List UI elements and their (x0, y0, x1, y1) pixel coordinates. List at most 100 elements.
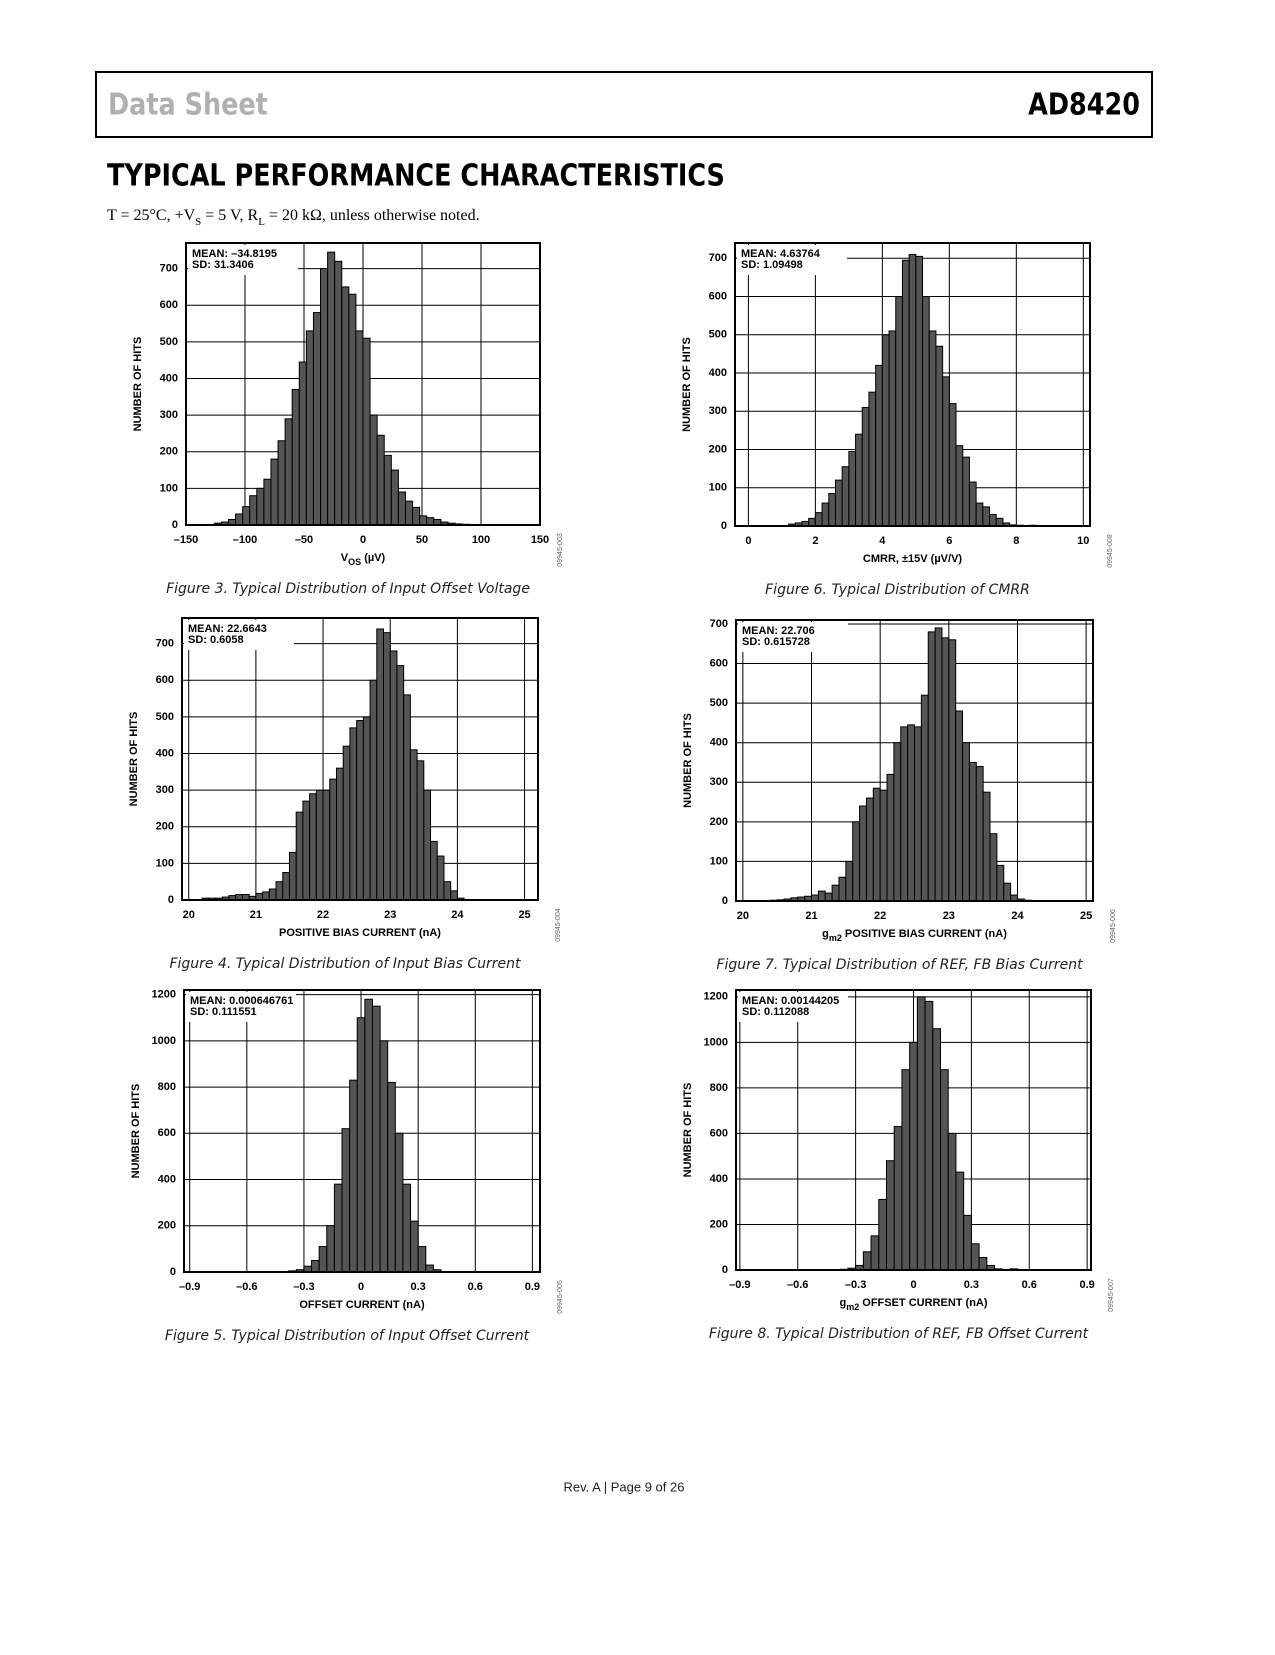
figure-caption: Figure 4. Typical Distribution of Input … (169, 956, 521, 972)
bar (420, 516, 427, 525)
x-tick-label: 0 (360, 534, 366, 546)
x-tick-label: 50 (416, 534, 428, 546)
bar (869, 392, 876, 526)
bar (350, 728, 357, 900)
bar (809, 518, 816, 526)
bar (285, 419, 292, 525)
bar (403, 1184, 411, 1272)
bar (427, 518, 434, 525)
bar (990, 834, 997, 901)
x-tick-label: 150 (531, 534, 549, 546)
y-tick-label: 700 (710, 618, 728, 630)
header-right: AD8420 (1028, 87, 1140, 123)
bar (915, 727, 922, 901)
bar (929, 331, 936, 526)
bar (278, 441, 285, 525)
bar (398, 492, 405, 525)
section-title: TYPICAL PERFORMANCE CHARACTERISTICS (107, 158, 725, 194)
bar (860, 806, 867, 901)
bar (303, 801, 310, 900)
figure-caption: Figure 5. Typical Distribution of Input … (165, 1328, 530, 1344)
y-tick-label: 1000 (152, 1035, 176, 1047)
x-axis-label: OFFSET CURRENT (nA) (299, 1299, 425, 1311)
y-tick-label: 200 (160, 446, 178, 458)
y-tick-label: 600 (710, 657, 728, 669)
bar (380, 1041, 388, 1272)
x-tick-label: 25 (518, 909, 530, 921)
bar (411, 1221, 419, 1272)
y-tick-label: 400 (160, 372, 178, 384)
bar (832, 885, 839, 901)
bar (909, 254, 916, 526)
text-part: OFFSET CURRENT (nA) (859, 1297, 988, 1309)
bar (925, 1001, 933, 1270)
x-axis-label: POSITIVE BIAS CURRENT (nA) (279, 927, 441, 939)
figure-code: 09945-005 (557, 1280, 564, 1314)
bar (835, 480, 842, 526)
bar (336, 768, 343, 900)
y-tick-label: 500 (709, 329, 727, 341)
x-tick-label: 23 (943, 910, 955, 922)
x-axis-label: gm2 POSITIVE BIAS CURRENT (nA) (822, 928, 1007, 943)
bar (873, 788, 880, 901)
bar (377, 629, 384, 900)
bar (377, 435, 384, 525)
bar (876, 365, 883, 526)
bar (363, 338, 370, 525)
bar (839, 877, 846, 901)
y-tick-label: 0 (170, 1266, 176, 1278)
y-tick-label: 100 (156, 857, 174, 869)
bar (880, 790, 887, 901)
x-tick-label: 6 (946, 535, 952, 547)
text-part: g (839, 1297, 846, 1309)
y-tick-label: 200 (158, 1220, 176, 1232)
bar (313, 313, 320, 525)
bar (979, 1257, 987, 1270)
x-tick-label: 21 (805, 910, 817, 922)
bar (417, 761, 424, 900)
x-tick-label: 20 (737, 910, 749, 922)
x-tick-label: 0.9 (525, 1281, 540, 1293)
y-tick-label: 600 (160, 299, 178, 311)
bar (264, 479, 271, 525)
x-tick-label: –150 (174, 534, 198, 546)
bar (388, 1082, 396, 1272)
y-axis-label: NUMBER OF HITS (681, 337, 693, 432)
y-axis-label: NUMBER OF HITS (130, 1084, 142, 1179)
y-tick-label: 1000 (704, 1036, 728, 1048)
bar (276, 882, 283, 900)
x-tick-label: 20 (183, 909, 195, 921)
y-tick-label: 600 (710, 1127, 728, 1139)
bar (335, 261, 342, 525)
x-tick-label: –0.6 (787, 1279, 808, 1291)
y-tick-label: 400 (710, 1173, 728, 1185)
y-axis-label: NUMBER OF HITS (682, 1083, 694, 1178)
bar (983, 792, 990, 901)
bar (928, 632, 935, 901)
bar (431, 841, 438, 900)
bar (390, 651, 397, 900)
y-tick-label: 400 (710, 737, 728, 749)
bar (963, 743, 970, 901)
y-tick-label: 0 (168, 894, 174, 906)
bar (849, 451, 856, 526)
bar (236, 514, 243, 525)
annotation: SD: 0.112088 (742, 1006, 809, 1018)
y-tick-label: 300 (709, 405, 727, 417)
y-tick-label: 700 (156, 638, 174, 650)
bar (886, 1161, 894, 1270)
bar (330, 779, 337, 900)
annotation: SD: 0.615728 (742, 636, 810, 648)
x-tick-label: 0 (910, 1279, 916, 1291)
figure-code: 09945-006 (1110, 909, 1117, 943)
bar (935, 628, 942, 901)
subscript: m2 (829, 933, 842, 943)
y-tick-label: 700 (160, 263, 178, 275)
bar (921, 695, 928, 901)
bar (296, 812, 303, 900)
x-tick-label: –0.9 (729, 1279, 750, 1291)
